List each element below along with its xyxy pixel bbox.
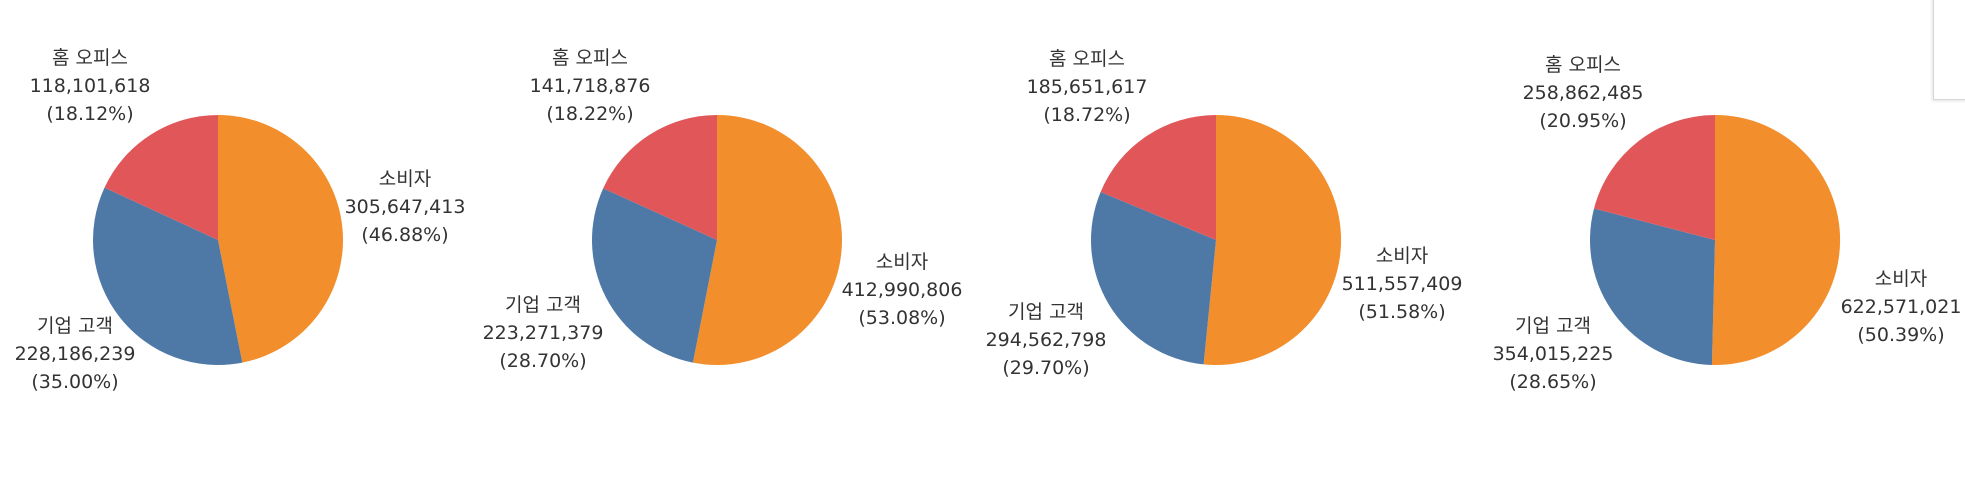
slice-value: 294,562,798 xyxy=(986,329,1107,351)
slice-label-corporate: 기업 고객 354,015,225 (28.65%) xyxy=(1493,315,1614,393)
slice-name: 홈 오피스 xyxy=(52,47,128,69)
slice-percent: (29.70%) xyxy=(1002,357,1089,379)
slice-name: 홈 오피스 xyxy=(1545,54,1621,76)
pie-slice-home-office[interactable] xyxy=(104,114,218,240)
slice-percent: (53.08%) xyxy=(858,307,945,329)
slice-value: 228,186,239 xyxy=(15,343,136,365)
slice-name: 기업 고객 xyxy=(1008,301,1084,323)
pie-slice-consumer[interactable] xyxy=(1711,114,1841,365)
slice-value: 258,862,485 xyxy=(1523,82,1644,104)
slice-name: 홈 오피스 xyxy=(552,47,628,69)
pie-slice-corporate[interactable] xyxy=(591,188,717,363)
slice-name: 기업 고객 xyxy=(37,315,113,337)
slice-name: 소비자 xyxy=(1376,245,1428,267)
slice-value: 622,571,021 xyxy=(1841,296,1962,318)
pie-slice-corporate[interactable] xyxy=(92,187,243,365)
slice-percent: (46.88%) xyxy=(361,224,448,246)
slice-label-home-office: 홈 오피스 118,101,618 (18.12%) xyxy=(30,47,151,125)
slice-name: 소비자 xyxy=(1875,268,1927,290)
pie-slice-consumer[interactable] xyxy=(218,115,343,363)
slice-value: 511,557,409 xyxy=(1342,273,1463,295)
slice-percent: (18.22%) xyxy=(546,103,633,125)
slice-value: 412,990,806 xyxy=(842,279,963,301)
pie-chart-4: 소비자 622,571,021 (50.39%) 기업 고객 354,015,225 (2… xyxy=(1493,54,1962,393)
slice-label-home-office: 홈 오피스 258,862,485 (20.95%) xyxy=(1523,54,1644,132)
pie-slice-corporate[interactable] xyxy=(1590,208,1715,365)
slice-percent: (28.65%) xyxy=(1509,371,1596,393)
slice-name: 홈 오피스 xyxy=(1049,48,1125,70)
pie-chart-2: 소비자 412,990,806 (53.08%) 기업 고객 223,271,379 (2… xyxy=(483,47,963,372)
slice-value: 185,651,617 xyxy=(1027,76,1148,98)
slice-percent: (51.58%) xyxy=(1358,301,1445,323)
pie-slice-consumer[interactable] xyxy=(1203,114,1342,365)
slice-value: 354,015,225 xyxy=(1493,343,1614,365)
slice-label-home-office: 홈 오피스 185,651,617 (18.72%) xyxy=(1027,48,1148,126)
side-panel-edge xyxy=(1933,0,1965,100)
slice-percent: (18.12%) xyxy=(46,103,133,125)
slice-label-corporate: 기업 고객 294,562,798 (29.70%) xyxy=(986,301,1107,379)
pie-slice-home-office[interactable] xyxy=(603,114,717,240)
slice-percent: (50.39%) xyxy=(1857,324,1944,346)
slice-value: 305,647,413 xyxy=(345,196,466,218)
slice-label-corporate: 기업 고객 223,271,379 (28.70%) xyxy=(483,294,604,372)
pie-chart-3: 소비자 511,557,409 (51.58%) 기업 고객 294,562,798 (2… xyxy=(986,48,1463,379)
slice-name: 기업 고객 xyxy=(1515,315,1591,337)
slice-percent: (35.00%) xyxy=(31,371,118,393)
slice-value: 141,718,876 xyxy=(530,75,651,97)
slice-percent: (28.70%) xyxy=(499,350,586,372)
slice-label-consumer: 소비자 511,557,409 (51.58%) xyxy=(1342,245,1463,323)
slice-percent: (20.95%) xyxy=(1539,110,1626,132)
slice-label-consumer: 소비자 622,571,021 (50.39%) xyxy=(1841,268,1962,346)
slice-name: 기업 고객 xyxy=(505,294,581,316)
slice-percent: (18.72%) xyxy=(1043,104,1130,126)
slice-name: 소비자 xyxy=(876,251,928,273)
slice-label-corporate: 기업 고객 228,186,239 (35.00%) xyxy=(15,315,136,393)
pie-slice-home-office[interactable] xyxy=(1100,115,1216,240)
slice-label-consumer: 소비자 412,990,806 (53.08%) xyxy=(842,251,963,329)
slice-value: 223,271,379 xyxy=(483,322,604,344)
slice-value: 118,101,618 xyxy=(30,75,151,97)
pie-chart-1: 소비자 305,647,413 (46.88%) 기업 고객 228,186,239 (3… xyxy=(15,47,466,393)
slice-name: 소비자 xyxy=(379,168,431,190)
pie-slice-corporate[interactable] xyxy=(1091,191,1216,365)
pie-slice-home-office[interactable] xyxy=(1594,115,1715,240)
pie-slice-consumer[interactable] xyxy=(692,115,842,365)
slice-label-home-office: 홈 오피스 141,718,876 (18.22%) xyxy=(530,47,651,125)
slice-label-consumer: 소비자 305,647,413 (46.88%) xyxy=(345,168,466,246)
